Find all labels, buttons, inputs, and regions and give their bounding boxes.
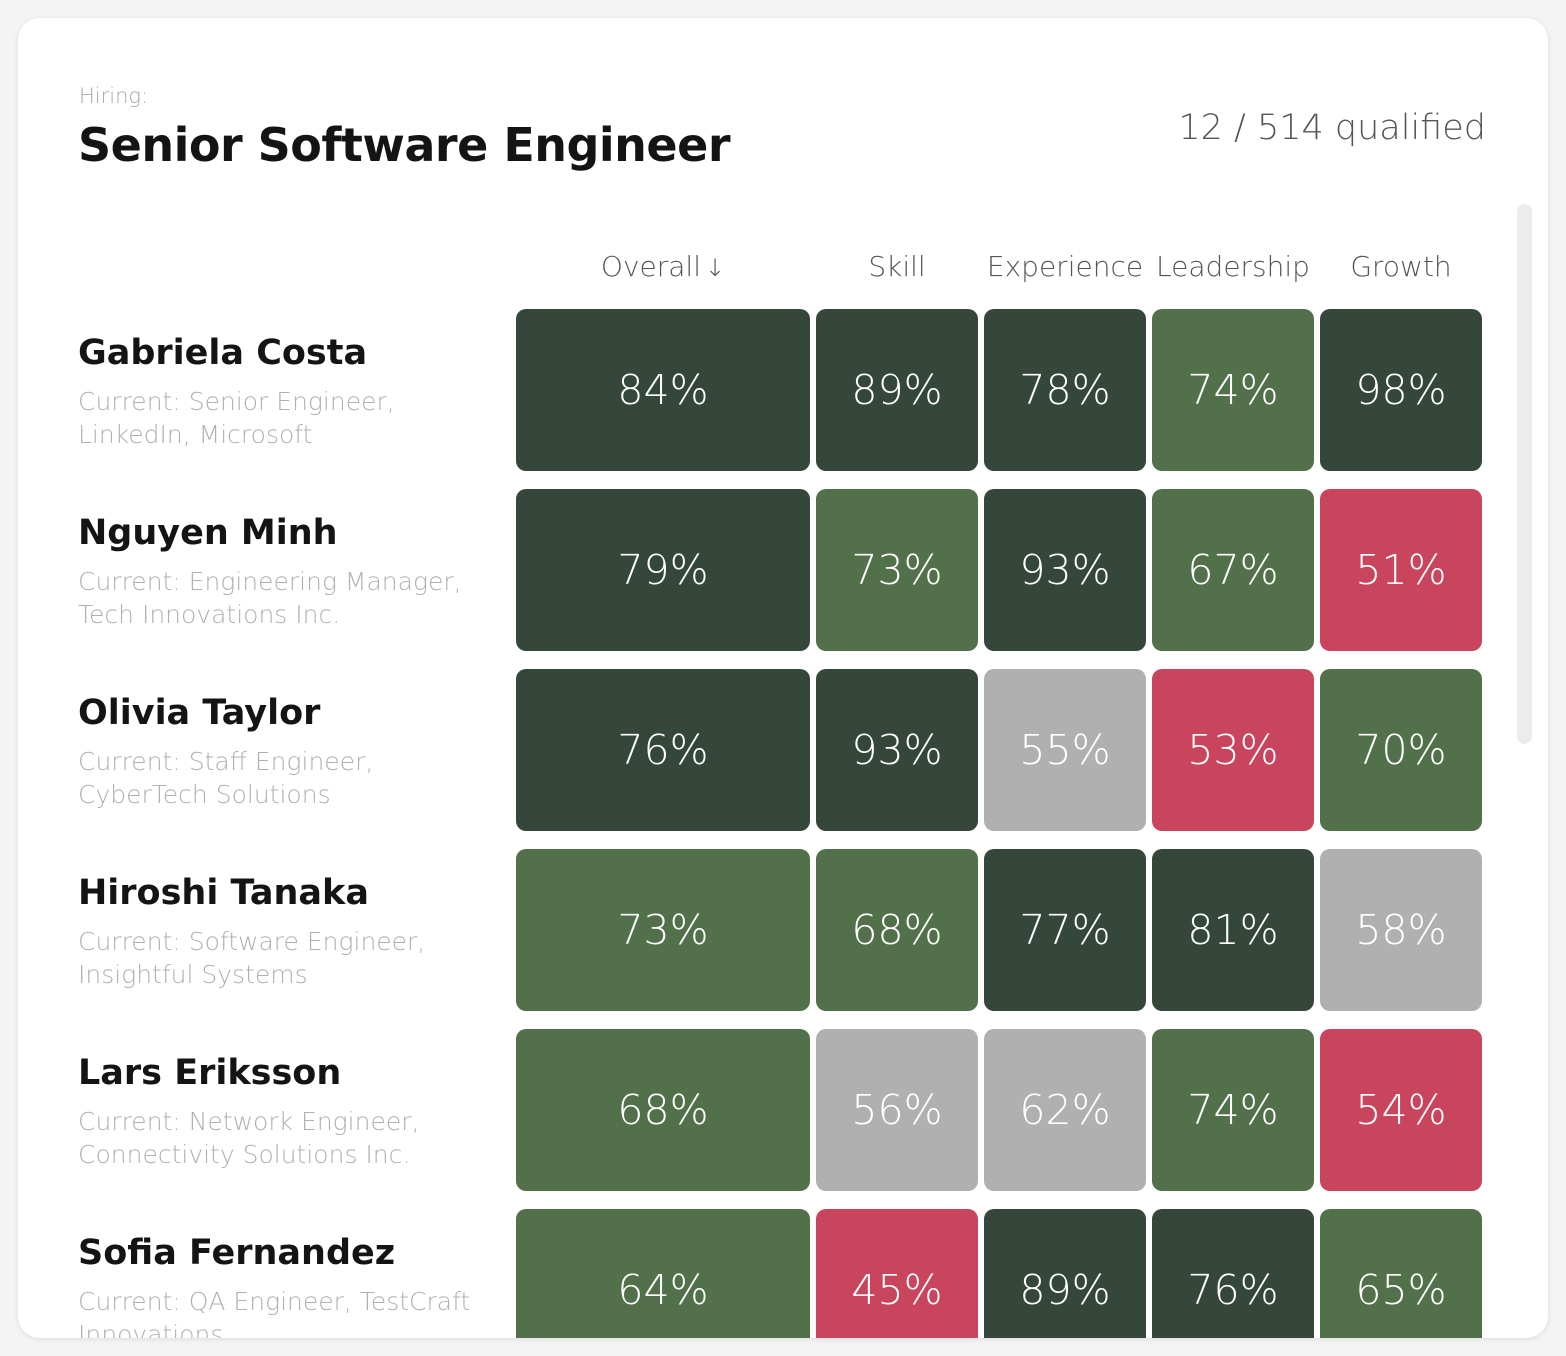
score-cell-skill[interactable]: 73%	[816, 489, 978, 651]
candidate-current-role: Current: QA Engineer, TestCraft Innovati…	[78, 1287, 471, 1338]
candidate-current-role: Current: Engineering Manager, Tech Innov…	[78, 567, 462, 629]
score-cell-leadership[interactable]: 74%	[1152, 1029, 1314, 1191]
candidate-current-role: Current: Senior Engineer, LinkedIn, Micr…	[78, 387, 395, 449]
score-cell-leadership[interactable]: 53%	[1152, 669, 1314, 831]
score-cell-leadership[interactable]: 81%	[1152, 849, 1314, 1011]
column-header-label: Overall	[600, 250, 701, 283]
column-header-experience[interactable]: Experience	[986, 250, 1144, 283]
candidate-current-role: Current: Staff Engineer, CyberTech Solut…	[78, 747, 374, 809]
column-header-growth[interactable]: Growth	[1350, 250, 1452, 283]
score-cell-leadership[interactable]: 74%	[1152, 309, 1314, 471]
score-cell-growth[interactable]: 51%	[1320, 489, 1482, 651]
score-cell-growth[interactable]: 58%	[1320, 849, 1482, 1011]
score-cell-growth[interactable]: 54%	[1320, 1029, 1482, 1191]
score-cell-skill[interactable]: 89%	[816, 309, 978, 471]
score-cell-overall[interactable]: 79%	[516, 489, 810, 651]
scrollbar[interactable]	[1517, 204, 1532, 744]
candidate-card: Hiring: Senior Software Engineer 12 / 51…	[18, 18, 1548, 1338]
column-header-overall[interactable]: Overall ↓	[516, 250, 810, 286]
candidate-name[interactable]: Olivia Taylor	[78, 693, 321, 733]
score-cell-growth[interactable]: 70%	[1320, 669, 1482, 831]
score-cell-experience[interactable]: 78%	[984, 309, 1146, 471]
column-header-leadership[interactable]: Leadership	[1156, 250, 1310, 283]
score-cell-overall[interactable]: 84%	[516, 309, 810, 471]
score-cell-growth[interactable]: 65%	[1320, 1209, 1482, 1338]
score-cell-overall[interactable]: 73%	[516, 849, 810, 1011]
candidate-name[interactable]: Nguyen Minh	[78, 513, 338, 553]
arrow-down-icon: ↓	[704, 254, 726, 282]
candidate-current-role: Current: Software Engineer, Insightful S…	[78, 927, 426, 989]
score-cell-experience[interactable]: 93%	[984, 489, 1146, 651]
score-cell-experience[interactable]: 89%	[984, 1209, 1146, 1338]
candidate-name[interactable]: Hiroshi Tanaka	[78, 873, 369, 913]
score-cell-experience[interactable]: 55%	[984, 669, 1146, 831]
score-cell-overall[interactable]: 64%	[516, 1209, 810, 1338]
score-cell-skill[interactable]: 56%	[816, 1029, 978, 1191]
column-header-skill[interactable]: Skill	[868, 250, 926, 283]
score-cell-growth[interactable]: 98%	[1320, 309, 1482, 471]
hiring-label: Hiring:	[79, 84, 149, 108]
candidate-name[interactable]: Lars Eriksson	[78, 1053, 342, 1093]
score-cell-experience[interactable]: 62%	[984, 1029, 1146, 1191]
score-cell-skill[interactable]: 68%	[816, 849, 978, 1011]
candidate-name[interactable]: Gabriela Costa	[78, 333, 368, 373]
score-cell-leadership[interactable]: 76%	[1152, 1209, 1314, 1338]
score-cell-overall[interactable]: 68%	[516, 1029, 810, 1191]
qualified-count: 12 / 514 qualified	[1178, 108, 1486, 148]
candidate-current-role: Current: Network Engineer, Connectivity …	[78, 1107, 420, 1169]
score-cell-skill[interactable]: 93%	[816, 669, 978, 831]
job-title: Senior Software Engineer	[78, 118, 731, 172]
candidate-name[interactable]: Sofia Fernandez	[78, 1233, 396, 1273]
score-cell-overall[interactable]: 76%	[516, 669, 810, 831]
score-cell-skill[interactable]: 45%	[816, 1209, 978, 1338]
score-cell-leadership[interactable]: 67%	[1152, 489, 1314, 651]
score-cell-experience[interactable]: 77%	[984, 849, 1146, 1011]
